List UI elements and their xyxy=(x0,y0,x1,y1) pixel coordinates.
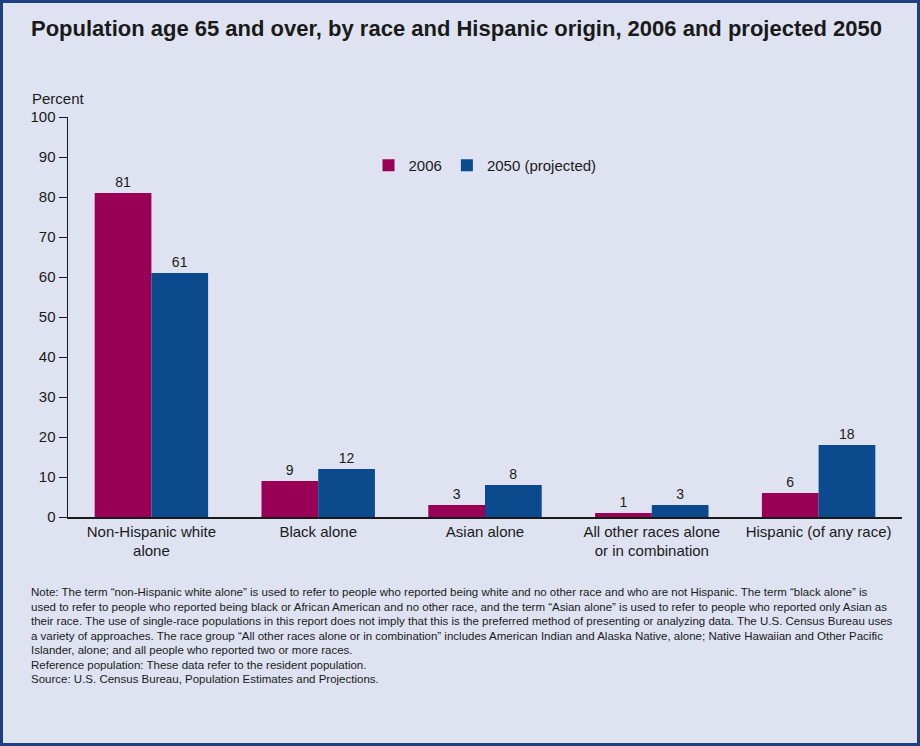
svg-text:80: 80 xyxy=(39,188,56,205)
svg-text:10: 10 xyxy=(39,468,56,485)
svg-text:3: 3 xyxy=(676,486,684,502)
html-text:Reference population: These da: Reference population: These data refer t… xyxy=(31,658,367,671)
svg-text:70: 70 xyxy=(39,228,56,245)
svg-text:12: 12 xyxy=(339,450,355,466)
svg-text:2006: 2006 xyxy=(409,157,442,174)
svg-text:Percent: Percent xyxy=(32,90,85,107)
svg-text:30: 30 xyxy=(39,388,56,405)
svg-text:3: 3 xyxy=(453,486,461,502)
svg-text:100: 100 xyxy=(30,108,55,125)
svg-text:18: 18 xyxy=(839,426,855,442)
svg-text:20: 20 xyxy=(39,428,56,445)
svg-text:Black alone: Black alone xyxy=(279,523,357,540)
svg-text:60: 60 xyxy=(39,268,56,285)
svg-text:6: 6 xyxy=(786,474,794,490)
svg-text:8: 8 xyxy=(509,466,517,482)
svg-text:81: 81 xyxy=(115,174,131,190)
svg-text:61: 61 xyxy=(172,254,188,270)
svg-text:40: 40 xyxy=(39,348,56,365)
svg-text:All other races aloneor in com: All other races aloneor in combination xyxy=(583,523,720,560)
svg-text:90: 90 xyxy=(39,148,56,165)
svg-text:9: 9 xyxy=(286,462,294,478)
svg-text:1: 1 xyxy=(619,494,627,510)
svg-text:Non-Hispanic whitealone: Non-Hispanic whitealone xyxy=(87,523,216,560)
svg-text:Hispanic (of any race): Hispanic (of any race) xyxy=(746,523,892,540)
html-text:Population age 65 and over, by: Population age 65 and over, by race and … xyxy=(31,16,882,41)
svg-text:2050 (projected): 2050 (projected) xyxy=(487,157,596,174)
svg-text:0: 0 xyxy=(47,508,55,525)
html-text:Source: U.S. Census Bureau, Po: Source: U.S. Census Bureau, Population E… xyxy=(31,673,379,685)
svg-text:50: 50 xyxy=(39,308,56,325)
html-text:Note: The term “non-Hispanic w: Note: The term “non-Hispanic white alone… xyxy=(31,586,893,656)
svg-text:Asian alone: Asian alone xyxy=(446,523,524,540)
